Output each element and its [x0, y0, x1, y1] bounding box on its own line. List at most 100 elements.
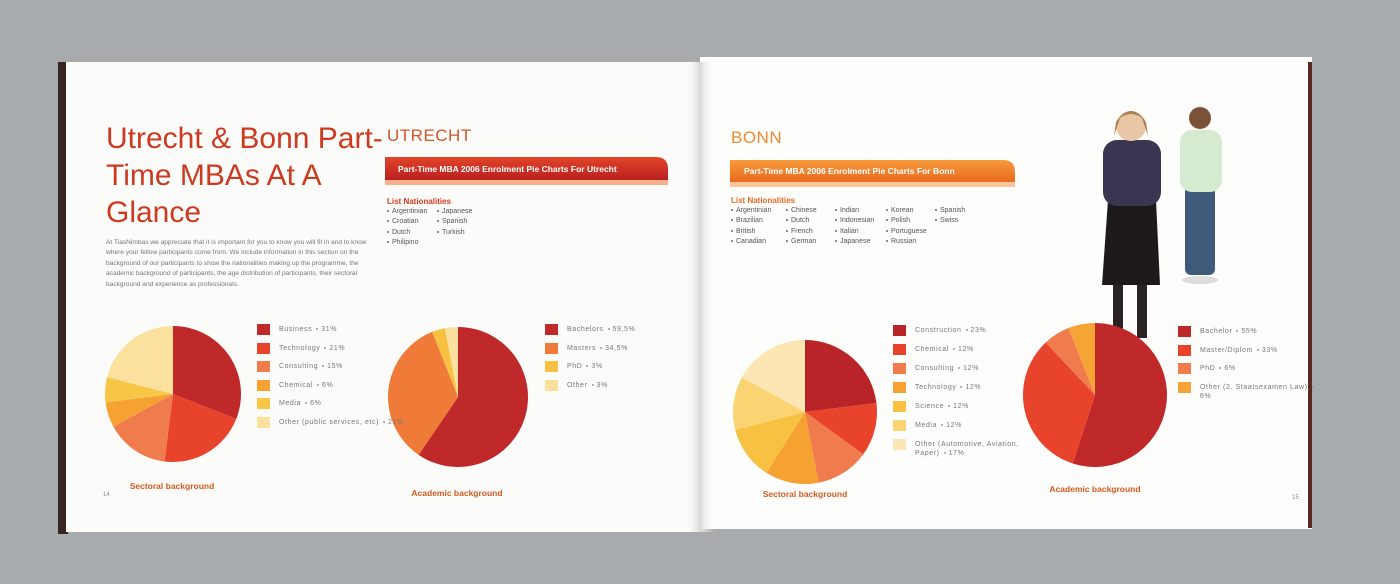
legend-item: Chemical 6%: [257, 379, 404, 391]
legend-swatch: [1178, 344, 1191, 356]
nationality-text: Indian: [840, 207, 860, 214]
nationality: Turkish: [437, 228, 472, 238]
chart-title: Sectoral background: [129, 481, 215, 491]
nationality-text: Philipino: [392, 238, 419, 246]
head: [1116, 111, 1146, 141]
nationality: Canadian: [731, 237, 771, 247]
legend-value: 6%: [1200, 392, 1212, 400]
bullet: [383, 420, 386, 423]
bullet: [941, 424, 944, 427]
legend-item: Bachelors 59,5%: [545, 324, 692, 335]
pie-slice: [1022, 342, 1095, 464]
legend-value: 59,5%: [612, 326, 636, 333]
legend-item: Business 31%: [257, 324, 404, 335]
bullet: [731, 240, 733, 243]
bullet: [1311, 385, 1314, 388]
legend-item: Master/Diplom 33%: [1178, 344, 1325, 356]
legend-item: Consulting 12%: [893, 363, 1040, 374]
nationality: Japanese: [437, 207, 472, 217]
legend-label: Consulting 12%: [915, 363, 1040, 373]
nationality-text: Swiss: [940, 217, 959, 225]
jeans: [1185, 185, 1215, 275]
bullet: [835, 240, 837, 243]
banner-underline: [385, 180, 668, 185]
nationality-text: Portuguese: [891, 227, 927, 235]
pie-slice: [113, 394, 173, 462]
bullet: [731, 219, 733, 222]
bullet: [437, 220, 439, 223]
legend-label: Media 12%: [915, 420, 1040, 430]
bullet: [786, 240, 788, 243]
legend-name: Master/Diplom: [1200, 346, 1253, 354]
legend-name: Business: [279, 326, 313, 333]
legend-name: Media: [279, 400, 302, 407]
nationality-text: Croatian: [392, 218, 419, 226]
legend-name: PhD: [1200, 365, 1216, 372]
nationality-text: Argentinian: [392, 208, 428, 215]
legend-label: Master/Diplom 33%: [1200, 345, 1325, 355]
intro-text: At TiasNimbas we appreciate that it is i…: [106, 239, 367, 288]
bullet: [886, 229, 888, 232]
nationality: Brazilian: [731, 216, 771, 226]
shadow: [1182, 276, 1218, 284]
nationality: Dutch: [786, 216, 817, 226]
legend-name: Science: [915, 403, 945, 410]
legend-label: Other (public services, etc) 21%: [279, 417, 404, 427]
shirt: [1180, 130, 1222, 192]
top: [1103, 140, 1161, 206]
bullet: [437, 230, 439, 233]
legend-item: Chemical 12%: [893, 344, 1040, 355]
nationality-column: Argentinian Croatian Dutch Philipino: [387, 207, 427, 248]
bullet: [1256, 348, 1259, 351]
nationality-column: Argentinian Brazilian British Canadian: [731, 206, 771, 247]
bullet: [387, 230, 389, 233]
head: [1189, 107, 1211, 129]
legend-label: Technology 12%: [915, 382, 1040, 392]
bullet: [731, 229, 733, 232]
nationality-text: Canadian: [736, 237, 766, 245]
legend-value: 31%: [321, 326, 338, 333]
legend-item: Other (Automotive, Aviation, Paper) 17%: [893, 439, 1040, 458]
legend-value: 17%: [948, 450, 965, 457]
legend-item: Technology 12%: [893, 382, 1040, 393]
nationality: Spanish: [437, 217, 472, 227]
nationality: French: [786, 227, 817, 237]
nationality-text: Turkish: [442, 228, 465, 236]
legend-label: Science 12%: [915, 401, 1040, 411]
legend-value: 55%: [1241, 328, 1258, 335]
legend-value: 12%: [965, 384, 982, 391]
legend-swatch: [893, 439, 906, 450]
legend-value: 12%: [946, 422, 962, 429]
bullet: [322, 365, 325, 368]
pie-slice: [105, 377, 173, 403]
legend-label: PhD 6%: [1200, 363, 1325, 373]
bullet: [786, 229, 788, 232]
pie-slice: [805, 402, 877, 455]
bullet: [387, 241, 389, 244]
legend-value: 6%: [1224, 365, 1236, 372]
legend-item: Media 6%: [257, 398, 404, 409]
chart-title: Academic background: [1049, 484, 1141, 494]
legend-value: 3%: [591, 363, 603, 370]
legend-name: Chemical: [915, 346, 949, 353]
nationality-text: Japanese: [442, 208, 473, 215]
bullet: [786, 219, 788, 222]
legend-label: Other (Automotive, Aviation, Paper) 17%: [915, 439, 1040, 458]
pie-slice: [107, 326, 173, 394]
bullet: [948, 405, 951, 408]
nationality: Japanese: [835, 237, 874, 247]
nationality-text: Japanese: [840, 237, 871, 245]
legend-swatch: [545, 342, 558, 354]
nationality-text: French: [791, 227, 813, 235]
legend-value: 12%: [953, 403, 969, 410]
legend-swatch: [257, 416, 270, 428]
banner-bar: [385, 157, 668, 180]
pie-slice: [444, 327, 458, 397]
nationality-text: Brazilian: [736, 217, 763, 225]
nationality-text: Indonesian: [840, 217, 875, 225]
bullet: [935, 209, 937, 212]
nationality-text: Spanish: [940, 207, 966, 214]
bullet: [586, 365, 589, 368]
